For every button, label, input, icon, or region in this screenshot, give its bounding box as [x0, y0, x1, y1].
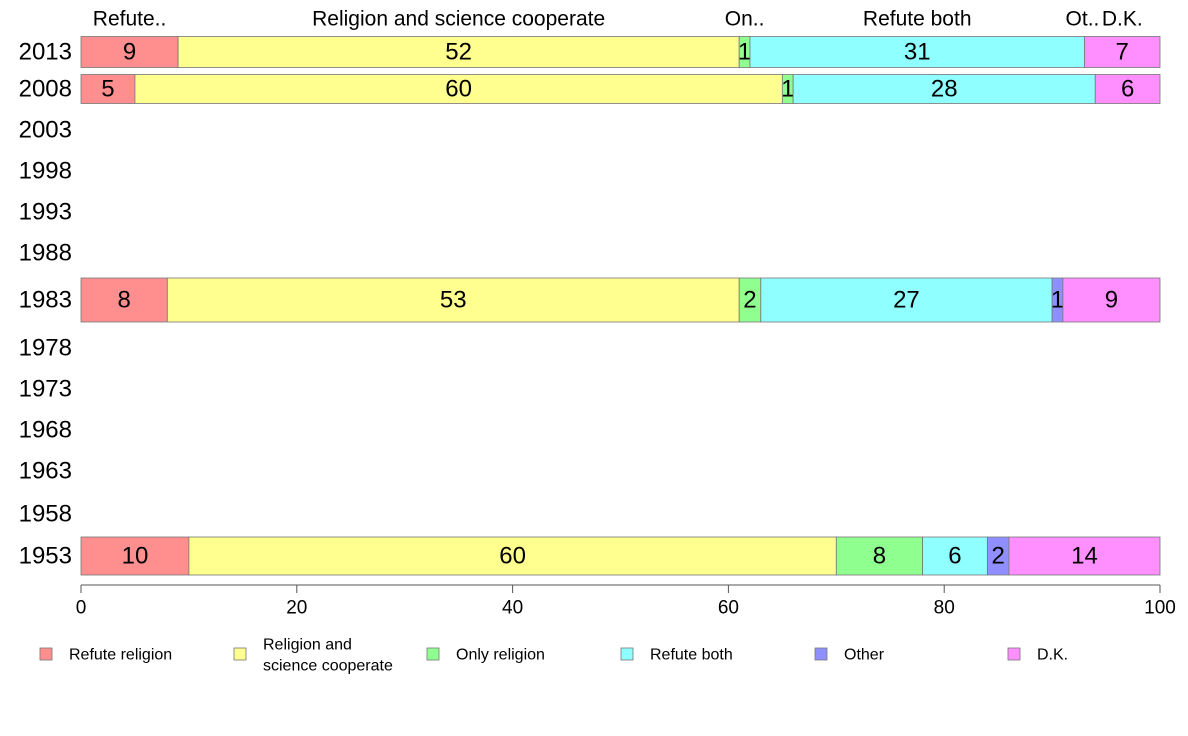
year-label-1953: 1953	[19, 543, 72, 570]
data-label-1953-0: 10	[122, 543, 149, 570]
data-label-1983-4: 1	[1051, 287, 1064, 314]
year-label-1993: 1993	[19, 199, 72, 226]
data-label-2008-3: 28	[931, 76, 958, 103]
bar-segment-2013-0	[80, 36, 179, 68]
bar-segment-2013-5	[1084, 36, 1161, 68]
data-label-2013-5: 7	[1116, 39, 1129, 66]
bar-segment-2008-3	[792, 74, 1096, 104]
bars: 9 52 1 31 7 5 60 1 28 6 8 53 2 27 1 9 10 60 8 6 2 14	[80, 36, 1161, 576]
x-tick-label-1: 20	[286, 598, 307, 619]
data-label-1983-0: 8	[117, 287, 130, 314]
x-tick-label-4: 80	[934, 598, 955, 619]
data-label-1983-1: 53	[440, 287, 467, 314]
year-label-1983: 1983	[19, 287, 72, 314]
legend-label-2-0: Only religion	[456, 647, 545, 664]
legend-item-3: Refute both	[620, 647, 733, 664]
top-series-labels: Refute.. Religion and science cooperate On…	[93, 8, 1143, 31]
legend-label-1-0: Religion and	[263, 637, 352, 654]
bar-row-1983: 8 53 2 27 1 9	[80, 277, 1161, 323]
data-label-2013-2: 1	[738, 39, 751, 66]
year-label-1963: 1963	[19, 458, 72, 485]
legend-label-3-0: Refute both	[650, 647, 733, 664]
data-label-1953-3: 6	[948, 543, 961, 570]
data-label-2008-5: 6	[1121, 76, 1134, 103]
top-series-label-5: D.K.	[1102, 8, 1143, 31]
legend-swatch-2	[426, 647, 440, 661]
legend-item-4: Other	[814, 647, 885, 664]
data-label-2008-0: 5	[101, 76, 114, 103]
year-label-1958: 1958	[19, 501, 72, 528]
legend-label-4-0: Other	[844, 647, 885, 664]
legend-item-5: D.K.	[1007, 647, 1068, 664]
legend-label-0-0: Refute religion	[69, 647, 172, 664]
data-label-2013-0: 9	[123, 39, 136, 66]
data-label-2008-2: 1	[781, 76, 794, 103]
bar-segment-1953-2	[835, 536, 924, 576]
legend-label-1-1: science cooperate	[263, 658, 393, 675]
top-series-label-0: Refute..	[93, 8, 167, 31]
data-label-1953-5: 14	[1071, 543, 1098, 570]
data-label-1983-2: 2	[743, 287, 756, 314]
bar-segment-1953-0	[80, 536, 190, 576]
bar-row-2013: 9 52 1 31 7	[80, 36, 1161, 68]
bar-segment-1983-3	[760, 277, 1053, 323]
bar-segment-2013-1	[177, 36, 740, 68]
legend-swatch-3	[620, 647, 634, 661]
bar-segment-1983-5	[1062, 277, 1161, 323]
legend: Refute religion Religion and science coope…	[39, 637, 1068, 675]
data-label-2013-3: 31	[904, 39, 931, 66]
data-label-2013-1: 52	[445, 39, 472, 66]
top-series-label-3: Refute both	[863, 8, 972, 31]
bar-row-1953: 10 60 8 6 2 14	[80, 536, 1161, 576]
bar-segment-2008-5	[1094, 74, 1161, 104]
legend-swatch-4	[814, 647, 828, 661]
year-label-1988: 1988	[19, 240, 72, 267]
legend-item-1: Religion and science cooperate	[233, 637, 393, 675]
legend-swatch-5	[1007, 647, 1021, 661]
year-label-1973: 1973	[19, 376, 72, 403]
legend-label-5-0: D.K.	[1037, 647, 1068, 664]
bar-segment-2008-1	[134, 74, 783, 104]
bar-segment-1983-1	[166, 277, 740, 323]
year-label-1968: 1968	[19, 417, 72, 444]
bar-row-2008: 5 60 1 28 6	[80, 74, 1161, 104]
year-label-1978: 1978	[19, 335, 72, 362]
data-label-1983-3: 27	[893, 287, 920, 314]
bar-segment-1953-1	[188, 536, 837, 576]
bar-segment-2008-0	[80, 74, 136, 104]
data-label-1953-1: 60	[499, 543, 526, 570]
year-label-2013: 2013	[19, 39, 72, 66]
x-tick-label-5: 100	[1144, 598, 1176, 619]
legend-swatch-1	[233, 647, 247, 661]
data-label-1983-5: 9	[1105, 287, 1118, 314]
data-label-2008-1: 60	[445, 76, 472, 103]
x-axis: 0 20 40 60 80 100	[76, 584, 1176, 619]
x-tick-label-2: 40	[502, 598, 523, 619]
x-tick-label-3: 60	[718, 598, 739, 619]
year-label-1998: 1998	[19, 158, 72, 185]
legend-item-2: Only religion	[426, 647, 545, 664]
year-label-2003: 2003	[19, 117, 72, 144]
top-series-label-4: Ot..	[1066, 8, 1100, 31]
bar-segment-1953-5	[1008, 536, 1161, 576]
data-label-1953-4: 2	[991, 543, 1004, 570]
bar-segment-1953-3	[922, 536, 988, 576]
year-label-2008: 2008	[19, 76, 72, 103]
data-label-1953-2: 8	[873, 543, 886, 570]
legend-swatch-0	[39, 647, 53, 661]
top-series-label-2: On..	[725, 8, 765, 31]
year-labels: 2013 2008 2003 1998 1993 1988 1983 1978 1973 1968…	[19, 39, 72, 570]
top-series-label-1: Religion and science cooperate	[312, 8, 605, 31]
legend-item-0: Refute religion	[39, 647, 172, 664]
x-tick-label-0: 0	[76, 598, 87, 619]
bar-segment-1983-0	[80, 277, 168, 323]
